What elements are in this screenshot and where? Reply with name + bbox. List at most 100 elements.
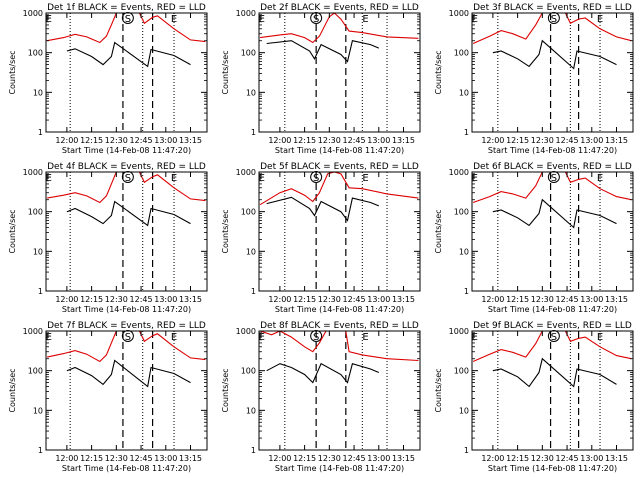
y-tick-label: 10 bbox=[246, 247, 256, 256]
y-tick-label: 100 bbox=[454, 208, 469, 217]
y-tick-label: 10 bbox=[459, 88, 469, 97]
panel-title: Det 2f BLACK = Events, RED = LLD bbox=[260, 3, 419, 13]
series-events-line bbox=[266, 362, 380, 384]
marker-label: E bbox=[362, 173, 368, 184]
x-tick-label: 12:00 bbox=[481, 295, 504, 304]
x-tick-label: 12:45 bbox=[343, 136, 366, 145]
x-tick-label: 13:00 bbox=[154, 136, 177, 145]
x-tick-label: 12:15 bbox=[293, 454, 316, 463]
x-tick-label: 12:15 bbox=[80, 136, 103, 145]
x-tick-label: 12:45 bbox=[556, 454, 579, 463]
series-events-line bbox=[492, 357, 617, 388]
x-axis-label: Start Time (14-Feb-08 11:47:20) bbox=[62, 305, 191, 314]
y-tick-label: 1000 bbox=[449, 168, 469, 177]
y-tick-label: 1 bbox=[464, 128, 469, 137]
y-tick-label: 1 bbox=[464, 287, 469, 296]
y-axis-label: Counts/sec bbox=[221, 50, 230, 94]
y-tick-label: 10 bbox=[246, 406, 256, 415]
x-tick-label: 12:15 bbox=[293, 136, 316, 145]
x-tick-label: 13:15 bbox=[392, 136, 415, 145]
marker-label: S bbox=[313, 14, 319, 25]
y-tick-label: 1000 bbox=[449, 9, 469, 18]
x-tick-label: 12:30 bbox=[318, 295, 341, 304]
x-tick-label: 12:00 bbox=[55, 136, 78, 145]
panel-title: Det 8f BLACK = Events, RED = LLD bbox=[260, 321, 419, 331]
panel-title: Det 7f BLACK = Events, RED = LLD bbox=[47, 321, 206, 331]
y-tick-label: 100 bbox=[28, 367, 43, 376]
series-events-line bbox=[492, 39, 617, 70]
x-axis-label: Start Time (14-Feb-08 11:47:20) bbox=[275, 305, 404, 314]
plot-frame bbox=[45, 330, 208, 451]
y-tick-label: 100 bbox=[28, 49, 43, 58]
plot-frame bbox=[258, 330, 421, 451]
x-tick-label: 12:15 bbox=[506, 136, 529, 145]
y-tick-label: 1000 bbox=[236, 327, 256, 336]
marker-label: S bbox=[313, 332, 319, 343]
x-tick-label: 12:00 bbox=[481, 454, 504, 463]
y-axis-label: Counts/sec bbox=[8, 209, 17, 253]
marker-label: E bbox=[171, 173, 177, 184]
y-tick-label: 1000 bbox=[236, 168, 256, 177]
y-tick-label: 100 bbox=[241, 49, 256, 58]
x-axis-label: Start Time (14-Feb-08 11:47:20) bbox=[488, 305, 617, 314]
x-tick-label: 13:00 bbox=[580, 454, 603, 463]
y-tick-label: 10 bbox=[459, 247, 469, 256]
x-tick-label: 13:15 bbox=[605, 295, 628, 304]
x-tick-label: 12:00 bbox=[55, 454, 78, 463]
panel-title: Det 9f BLACK = Events, RED = LLD bbox=[473, 321, 632, 331]
x-tick-label: 13:00 bbox=[580, 136, 603, 145]
y-tick-label: 1000 bbox=[23, 9, 43, 18]
x-tick-label: 12:45 bbox=[343, 454, 366, 463]
marker-label: E bbox=[362, 332, 368, 343]
x-axis-label: Start Time (14-Feb-08 11:47:20) bbox=[275, 146, 404, 155]
panel-title: Det 1f BLACK = Events, RED = LLD bbox=[47, 3, 206, 13]
y-tick-label: 1 bbox=[38, 128, 43, 137]
y-tick-label: 1000 bbox=[23, 327, 43, 336]
y-tick-label: 1 bbox=[38, 287, 43, 296]
x-tick-label: 13:15 bbox=[179, 136, 202, 145]
x-tick-label: 12:45 bbox=[130, 295, 153, 304]
x-axis-label: Start Time (14-Feb-08 11:47:20) bbox=[275, 464, 404, 473]
panel-title: Det 3f BLACK = Events, RED = LLD bbox=[473, 3, 632, 13]
marker-label: S bbox=[125, 14, 131, 25]
x-axis-label: Start Time (14-Feb-08 11:47:20) bbox=[488, 146, 617, 155]
x-tick-label: 12:00 bbox=[268, 295, 291, 304]
marker-label: E bbox=[597, 14, 603, 25]
plot-frame bbox=[258, 171, 421, 292]
y-tick-label: 100 bbox=[454, 49, 469, 58]
x-tick-label: 12:45 bbox=[343, 295, 366, 304]
x-tick-label: 12:30 bbox=[531, 295, 554, 304]
x-tick-label: 13:15 bbox=[179, 454, 202, 463]
x-tick-label: 13:15 bbox=[605, 454, 628, 463]
marker-label: E bbox=[362, 14, 368, 25]
marker-label: S bbox=[551, 173, 557, 184]
y-tick-label: 1 bbox=[464, 446, 469, 455]
x-tick-label: 12:30 bbox=[531, 136, 554, 145]
y-tick-label: 100 bbox=[241, 208, 256, 217]
x-tick-label: 12:15 bbox=[293, 295, 316, 304]
x-tick-label: 12:15 bbox=[506, 295, 529, 304]
x-tick-label: 12:45 bbox=[130, 454, 153, 463]
series-events-line bbox=[266, 40, 380, 63]
marker-label: S bbox=[125, 173, 131, 184]
x-tick-label: 12:15 bbox=[506, 454, 529, 463]
x-axis-label: Start Time (14-Feb-08 11:47:20) bbox=[488, 464, 617, 473]
y-tick-label: 100 bbox=[241, 367, 256, 376]
y-tick-label: 1000 bbox=[236, 9, 256, 18]
x-tick-label: 12:30 bbox=[105, 295, 128, 304]
series-events-line bbox=[66, 359, 191, 388]
marker-label: S bbox=[125, 332, 131, 343]
x-tick-label: 12:30 bbox=[318, 454, 341, 463]
x-tick-label: 13:00 bbox=[367, 295, 390, 304]
marker-label: E bbox=[171, 332, 177, 343]
series-lld-line bbox=[260, 12, 419, 44]
y-tick-label: 100 bbox=[28, 208, 43, 217]
y-tick-label: 1000 bbox=[449, 327, 469, 336]
